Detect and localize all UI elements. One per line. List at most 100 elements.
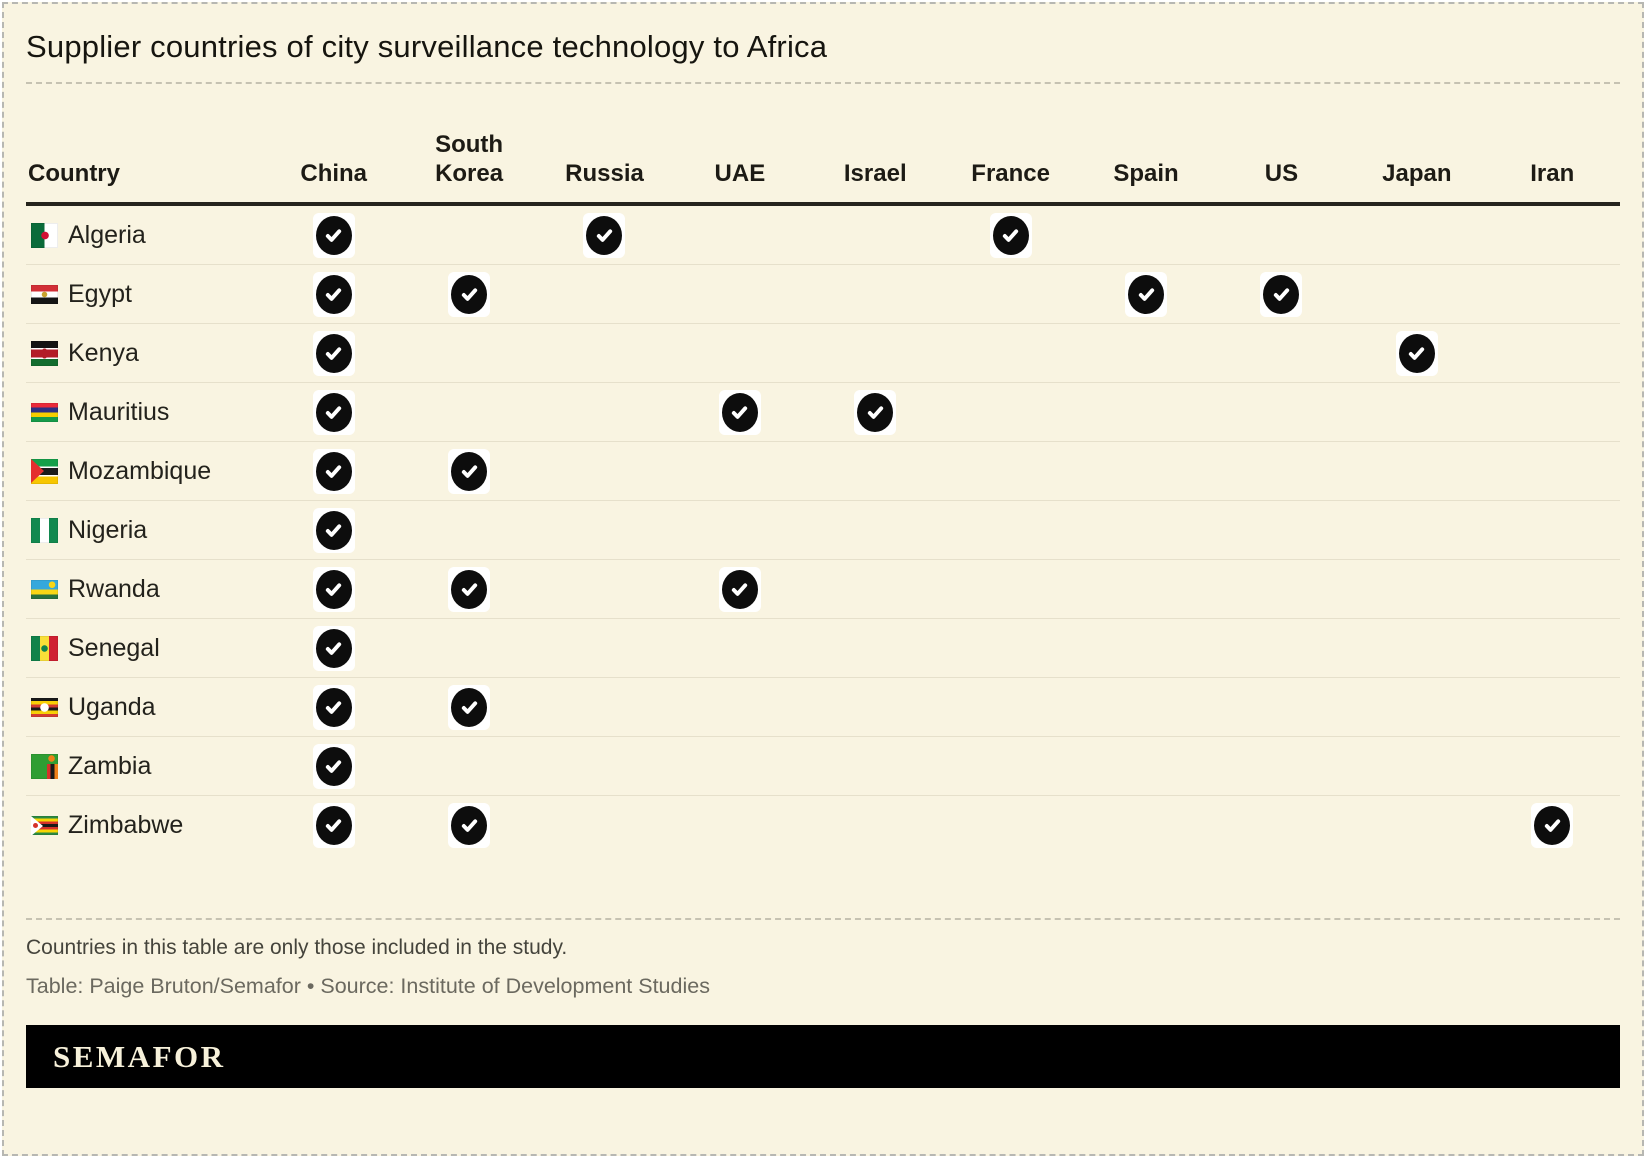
cell-zambia-russia: [536, 736, 673, 796]
cell-nigeria-spain: [1078, 500, 1214, 560]
table-row-senegal: Senegal: [26, 618, 1620, 678]
country-label: Zimbabwe: [68, 810, 184, 839]
flag-kenya-icon: [31, 340, 58, 366]
cell-uganda-uae: [672, 677, 808, 737]
cell-uganda-israel: [807, 677, 943, 737]
cell-algeria-china: [266, 204, 401, 265]
flag-rwanda-icon: [31, 579, 58, 599]
cell-mozambique-israel: [807, 441, 943, 501]
cell-rwanda-iran: [1484, 559, 1620, 619]
country-label: Uganda: [68, 692, 156, 721]
table-footnote: Countries in this table are only those i…: [26, 936, 568, 959]
cell-rwanda-south-korea: [401, 559, 537, 619]
dashed-divider-bottom: [26, 918, 1620, 920]
column-header-uae: UAE: [672, 84, 808, 206]
country-cell: Mozambique: [26, 441, 266, 501]
country-label: Egypt: [68, 279, 132, 308]
cell-uganda-iran: [1484, 677, 1620, 737]
cell-zambia-france: [942, 736, 1079, 796]
cell-zimbabwe-russia: [536, 795, 673, 854]
check-icon: [448, 448, 491, 494]
cell-uganda-spain: [1078, 677, 1214, 737]
column-header-spain: Spain: [1078, 84, 1214, 206]
cell-nigeria-uae: [672, 500, 808, 560]
cell-rwanda-spain: [1078, 559, 1214, 619]
cell-mauritius-us: [1213, 382, 1350, 442]
column-header-israel: Israel: [807, 84, 943, 206]
cell-mauritius-france: [942, 382, 1079, 442]
cell-egypt-france: [942, 264, 1079, 324]
check-icon: [312, 743, 355, 789]
flag-mauritius-icon: [31, 402, 58, 422]
country-cell: Egypt: [26, 264, 266, 324]
check-icon: [312, 330, 355, 376]
check-icon: [312, 271, 355, 317]
cell-nigeria-iran: [1484, 500, 1620, 560]
table-row-egypt: Egypt: [26, 264, 1620, 324]
country-label: Mauritius: [68, 397, 170, 426]
table-row-mozambique: Mozambique: [26, 441, 1620, 501]
cell-zimbabwe-israel: [807, 795, 943, 854]
cell-senegal-china: [266, 618, 402, 678]
cell-zimbabwe-china: [266, 795, 402, 854]
cell-senegal-russia: [536, 618, 673, 678]
cell-senegal-israel: [807, 618, 943, 678]
cell-egypt-spain: [1078, 264, 1214, 324]
check-icon: [1125, 271, 1168, 317]
cell-zambia-south-korea: [401, 736, 537, 796]
check-icon: [312, 212, 355, 258]
cell-mozambique-russia: [536, 441, 673, 501]
cell-uganda-us: [1213, 677, 1350, 737]
cell-nigeria-japan: [1349, 500, 1485, 560]
cell-nigeria-france: [942, 500, 1079, 560]
column-header-us: US: [1213, 84, 1350, 206]
check-icon: [312, 448, 355, 494]
cell-rwanda-china: [266, 559, 402, 619]
cell-rwanda-israel: [807, 559, 943, 619]
cell-mauritius-iran: [1484, 382, 1620, 442]
cell-kenya-israel: [807, 323, 943, 383]
cell-egypt-uae: [672, 264, 808, 324]
check-icon: [448, 684, 491, 730]
country-label: Zambia: [68, 751, 152, 780]
cell-algeria-russia: [537, 204, 672, 265]
country-label: Nigeria: [68, 515, 148, 544]
check-icon: [718, 389, 761, 435]
country-cell: Nigeria: [26, 500, 266, 560]
cell-egypt-iran: [1484, 264, 1620, 324]
cell-uganda-france: [942, 677, 1079, 737]
cell-mauritius-israel: [807, 382, 943, 442]
cell-kenya-japan: [1349, 323, 1485, 383]
check-icon: [1531, 802, 1574, 848]
column-header-south-korea: South Korea: [401, 84, 537, 206]
country-cell: Mauritius: [26, 382, 266, 442]
table-header-row: Country China South Korea Russia UAE Israel Fr…: [26, 84, 1620, 206]
chart-title: Supplier countries of city surveillance …: [26, 29, 828, 64]
cell-zimbabwe-iran: [1484, 795, 1620, 854]
check-icon: [1260, 271, 1303, 317]
cell-mozambique-uae: [672, 441, 808, 501]
column-header-japan: Japan: [1349, 84, 1485, 206]
check-icon: [1395, 330, 1438, 376]
cell-senegal-us: [1213, 618, 1350, 678]
cell-algeria-spain: [1078, 204, 1213, 265]
check-icon: [312, 389, 355, 435]
cell-kenya-china: [266, 323, 402, 383]
table-row-mauritius: Mauritius: [26, 382, 1620, 442]
table-row-rwanda: Rwanda: [26, 559, 1620, 619]
flag-algeria-icon: [31, 222, 58, 248]
cell-egypt-japan: [1349, 264, 1485, 324]
flag-senegal-icon: [31, 635, 58, 661]
cell-rwanda-japan: [1349, 559, 1485, 619]
check-icon: [718, 566, 761, 612]
cell-kenya-iran: [1484, 323, 1620, 383]
table-row-zambia: Zambia: [26, 736, 1620, 796]
country-cell: Kenya: [26, 323, 266, 383]
cell-kenya-france: [942, 323, 1079, 383]
semafor-logo: SEMAFOR: [53, 1038, 226, 1074]
cell-uganda-russia: [536, 677, 673, 737]
flag-zambia-icon: [31, 753, 58, 779]
cell-nigeria-israel: [807, 500, 943, 560]
country-cell: Zambia: [26, 736, 266, 796]
